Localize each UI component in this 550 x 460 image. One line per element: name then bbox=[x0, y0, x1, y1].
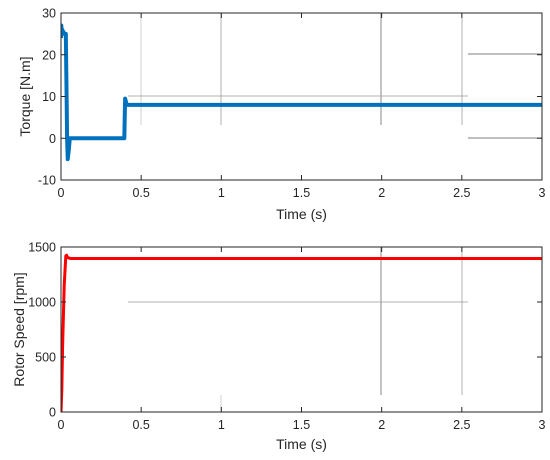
speed-x-axis-label: Time (s) bbox=[276, 436, 327, 452]
speed-x-tick-label: 0 bbox=[58, 418, 65, 432]
speed-y-tick-label: 0 bbox=[49, 406, 56, 420]
torque-y-tick-label: 30 bbox=[42, 7, 56, 21]
torque-x-tick-label: 0 bbox=[58, 186, 65, 200]
torque-series-line bbox=[61, 23, 542, 162]
torque-y-tick-label: -10 bbox=[38, 174, 56, 188]
torque-x-tick-label: 2.5 bbox=[453, 186, 470, 200]
torque-x-tick-label: 1.5 bbox=[293, 186, 310, 200]
speed-x-tick-label: 1.5 bbox=[293, 418, 310, 432]
speed-x-tick-label: 2 bbox=[378, 418, 385, 432]
torque-y-axis-label: Torque [N.m] bbox=[17, 56, 33, 136]
torque-x-tick-label: 2 bbox=[378, 186, 385, 200]
torque-x-tick-label: 3 bbox=[539, 186, 546, 200]
speed-y-tick-label: 1500 bbox=[28, 241, 56, 255]
torque-x-ticks: 0 0.5 1 1.5 2 2.5 3 bbox=[58, 13, 546, 200]
torque-y-tick-label: 0 bbox=[49, 132, 56, 146]
torque-x-tick-label: 1 bbox=[218, 186, 225, 200]
speed-y-axis-label: Rotor Speed [rpm] bbox=[11, 272, 27, 386]
torque-y-ticks: -10 0 10 20 30 bbox=[38, 7, 542, 188]
torque-artifact-lines bbox=[128, 13, 542, 139]
speed-plot-area bbox=[61, 247, 542, 412]
speed-x-tick-label: 2.5 bbox=[453, 418, 470, 432]
speed-y-tick-label: 1000 bbox=[28, 296, 56, 310]
speed-y-tick-label: 500 bbox=[35, 351, 56, 365]
rotor-speed-chart: 0 0.5 1 1.5 2 2.5 3 0 500 1000 1500 Time (s) Roto… bbox=[11, 241, 546, 453]
rotor-speed-series-line bbox=[61, 253, 542, 412]
speed-y-ticks: 0 500 1000 1500 bbox=[28, 241, 542, 420]
torque-y-tick-label: 20 bbox=[42, 48, 56, 62]
torque-plot-area bbox=[61, 13, 542, 180]
speed-x-tick-label: 3 bbox=[539, 418, 546, 432]
speed-x-tick-label: 1 bbox=[218, 418, 225, 432]
speed-x-tick-label: 0.5 bbox=[132, 418, 149, 432]
torque-x-axis-label: Time (s) bbox=[276, 206, 327, 222]
torque-x-tick-label: 0.5 bbox=[132, 186, 149, 200]
speed-x-ticks: 0 0.5 1 1.5 2 2.5 3 bbox=[58, 247, 546, 432]
torque-y-tick-label: 10 bbox=[42, 90, 56, 104]
